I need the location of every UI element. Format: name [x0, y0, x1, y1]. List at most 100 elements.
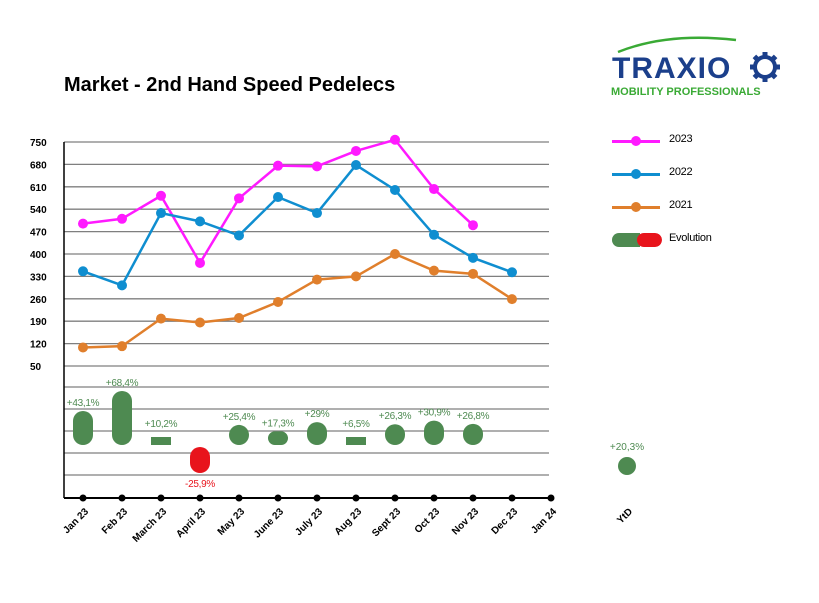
- x-tick-label: Dec 23: [490, 506, 521, 537]
- legend-label-2023: 2023: [669, 133, 693, 145]
- legend-item-2021: 2021: [612, 194, 812, 227]
- x-tick-marker: [235, 494, 243, 502]
- data-point-2022: [507, 267, 517, 278]
- data-point-2022: [234, 230, 244, 241]
- data-point-2022: [390, 185, 400, 195]
- data-point-2022: [468, 252, 478, 263]
- data-point-2021: [351, 271, 361, 282]
- x-tick-label: Sept 23: [370, 506, 403, 539]
- data-point-2022: [429, 229, 439, 240]
- data-point-2023: [156, 190, 166, 201]
- x-tick-label: April 23: [174, 506, 208, 540]
- x-tick-marker: [79, 494, 87, 502]
- y-tick-label: 50: [30, 362, 42, 373]
- ytd-value-label: +20,3%: [610, 442, 644, 453]
- y-tick-label: 680: [30, 160, 47, 171]
- evolution-bar: [73, 410, 93, 445]
- data-point-2022: [156, 208, 166, 219]
- x-tick-marker: [313, 494, 321, 502]
- evolution-label: +25,4%: [223, 412, 256, 423]
- x-tick-marker: [391, 494, 399, 502]
- legend-marker-2022: [631, 169, 641, 179]
- y-tick-label: 260: [30, 295, 47, 306]
- evolution-bar: [346, 437, 366, 445]
- x-tick-marker: [547, 494, 555, 502]
- evolution-bar: [307, 422, 327, 445]
- evolution-bar: [229, 424, 249, 445]
- data-point-2023: [468, 220, 478, 231]
- legend-label-evolution: Evolution: [669, 232, 712, 244]
- evolution-label: +68,4%: [106, 378, 139, 389]
- evolution-label: +6,5%: [342, 419, 370, 430]
- evolution-bar: [268, 431, 288, 445]
- data-point-2023: [78, 218, 88, 229]
- x-tick-marker: [157, 494, 165, 502]
- y-tick-label: 190: [30, 317, 47, 328]
- logo-wordmark: TRAXIO: [612, 52, 731, 85]
- ytd-category-label: YtD: [615, 506, 635, 526]
- x-tick-label: May 23: [216, 506, 248, 538]
- data-point-2023: [351, 145, 361, 156]
- legend-swatch-evolution: [612, 233, 662, 247]
- evolution-label: +30,9%: [418, 408, 451, 419]
- legend-item-evolution: Evolution: [612, 227, 812, 260]
- data-point-2021: [507, 294, 517, 305]
- legend-item-2023: 2023: [612, 128, 812, 161]
- data-point-2021: [195, 317, 205, 328]
- legend-label-2022: 2022: [669, 166, 693, 178]
- data-point-2021: [468, 268, 478, 279]
- ytd-marker: [618, 457, 636, 475]
- evolution-bar: [385, 424, 405, 445]
- x-tick-label: Jan 24: [529, 506, 559, 536]
- data-point-2022: [351, 160, 361, 171]
- y-tick-label: 610: [30, 183, 47, 194]
- data-point-2021: [273, 297, 283, 307]
- evolution-bar: [424, 420, 444, 445]
- x-tick-label: March 23: [131, 506, 170, 545]
- chart-title: Market - 2nd Hand Speed Pedelecs: [64, 74, 396, 96]
- x-tick-marker: [274, 494, 282, 502]
- x-tick-label: June 23: [252, 506, 286, 540]
- logo-swoosh: [617, 36, 737, 54]
- x-tick-label: July 23: [293, 506, 325, 538]
- evolution-label: +29%: [305, 409, 330, 420]
- chart-legend: 2023 2022 2021 Evolution: [612, 128, 812, 260]
- series-line-2022: [82, 163, 513, 287]
- data-point-2021: [234, 313, 244, 323]
- data-point-2021: [156, 313, 166, 324]
- data-point-2021: [117, 341, 127, 352]
- x-tick-marker: [469, 494, 477, 502]
- data-point-2021: [78, 342, 88, 353]
- evolution-label: -25,9%: [185, 479, 215, 490]
- data-point-2023: [117, 213, 127, 224]
- y-tick-label: 120: [30, 340, 47, 351]
- traxio-logo: TRAXIO MOBILITY PROFESSIONALS: [611, 36, 780, 98]
- data-point-2023: [195, 257, 205, 268]
- x-tick-label: Oct 23: [413, 506, 443, 536]
- x-tick-marker: [118, 494, 126, 502]
- x-tick-label: Nov 23: [450, 506, 481, 537]
- data-point-2022: [117, 280, 127, 291]
- legend-item-2022: 2022: [612, 161, 812, 194]
- data-point-2023: [273, 160, 283, 171]
- x-tick-marker: [196, 494, 204, 502]
- y-tick-label: 400: [30, 250, 47, 261]
- evolution-label: +10,2%: [145, 419, 178, 430]
- y-tick-label: 750: [30, 138, 47, 149]
- legend-marker-2021: [631, 202, 641, 212]
- x-tick-marker: [352, 494, 360, 502]
- data-point-2023: [234, 193, 244, 204]
- data-point-2021: [429, 265, 439, 276]
- evolution-bar: [463, 423, 483, 445]
- series-line-2021: [82, 252, 513, 349]
- data-point-2021: [312, 274, 322, 285]
- data-point-2023: [312, 161, 322, 172]
- data-point-2021: [390, 249, 400, 259]
- evolution-label: +17,3%: [262, 418, 295, 429]
- y-tick-label: 540: [30, 205, 47, 216]
- y-tick-label: 470: [30, 228, 47, 239]
- evolution-bar: [190, 447, 210, 473]
- evolution-label: +43,1%: [67, 398, 100, 409]
- logo-tagline: MOBILITY PROFESSIONALS: [611, 86, 761, 98]
